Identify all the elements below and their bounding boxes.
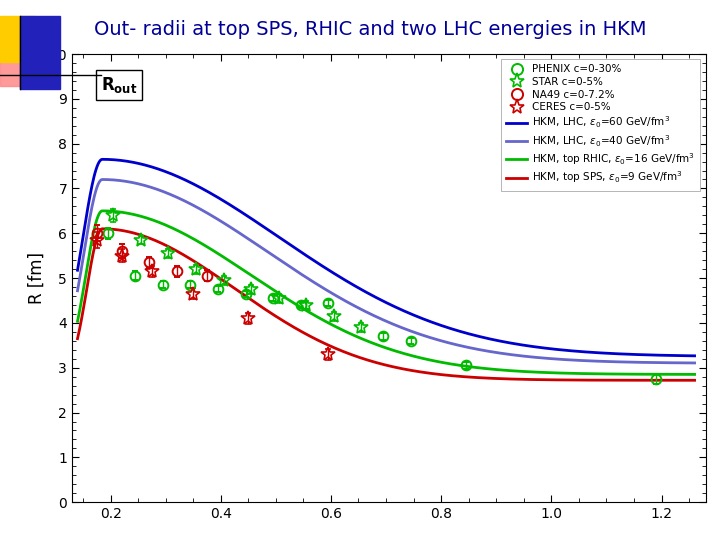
Legend: PHENIX c=0-30%, STAR c=0-5%, NA49 c=0-7.2%, CERES c=0-5%, HKM, LHC, $\epsilon_0$: PHENIX c=0-30%, STAR c=0-5%, NA49 c=0-7.… bbox=[501, 59, 701, 191]
Y-axis label: R [fm]: R [fm] bbox=[27, 252, 45, 304]
Text: Out- radii at top SPS, RHIC and two LHC energies in HKM: Out- radii at top SPS, RHIC and two LHC … bbox=[94, 20, 646, 39]
Text: $\mathbf{R_{out}}$: $\mathbf{R_{out}}$ bbox=[101, 76, 137, 96]
